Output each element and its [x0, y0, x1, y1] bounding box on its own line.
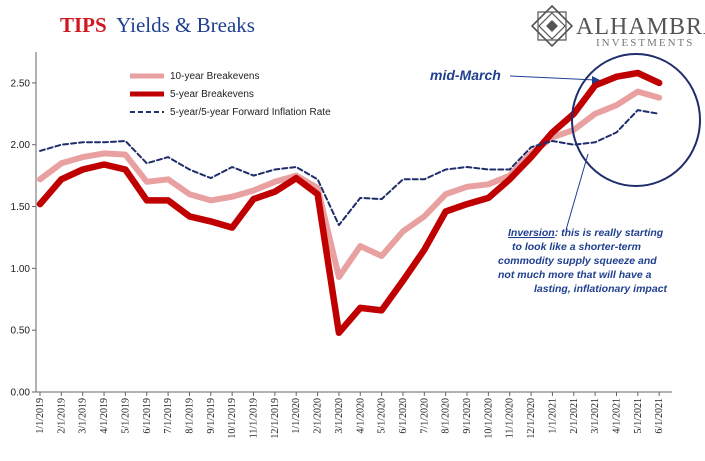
chart-title: TIPS Yields & Breaks — [60, 13, 255, 37]
x-tick-label: 2/1/2020 — [313, 398, 324, 434]
legend-label-5y5y: 5-year/5-year Forward Inflation Rate — [170, 107, 331, 118]
y-tick-label: 2.50 — [11, 78, 31, 89]
x-tick-label: 12/1/2020 — [526, 398, 537, 439]
x-tick-label: 2/1/2019 — [56, 398, 67, 434]
legend: 10-year Breakevens 5-year Breakevens 5-y… — [130, 71, 331, 118]
x-axis-ticks: 1/1/2019 2/1/2019 3/1/2019 4/1/2019 5/1/2019… — [35, 392, 665, 439]
mid-march-arrow — [509, 75, 597, 81]
y-tick-label: 0.50 — [11, 326, 31, 337]
inversion-line-4: lasting, inflationary impact — [534, 283, 668, 295]
mid-march-annotation: mid-March — [430, 67, 501, 83]
y-tick-label: 1.00 — [11, 264, 31, 275]
y-tick-label: 2.00 — [11, 140, 31, 151]
x-tick-label: 9/1/2019 — [206, 398, 217, 434]
y-axis-ticks: 0.00 0.50 1.00 1.50 2.00 2.50 — [11, 78, 36, 399]
x-tick-label: 6/1/2021 — [654, 398, 665, 434]
logo-main-text: ALHAMBRA — [576, 14, 705, 40]
x-tick-label: 5/1/2019 — [120, 398, 131, 434]
x-tick-label: 1/1/2020 — [291, 398, 302, 434]
inversion-line-2: commodity supply squeeze and — [498, 255, 657, 267]
x-tick-label: 3/1/2021 — [590, 398, 601, 434]
x-tick-label: 4/1/2020 — [355, 398, 366, 434]
x-tick-label: 5/1/2020 — [377, 398, 388, 434]
y-tick-label: 0.00 — [11, 388, 31, 399]
logo-emblem-icon — [530, 4, 574, 48]
inversion-line-1: to look like a shorter-term — [512, 241, 641, 253]
x-tick-label: 2/1/2021 — [569, 398, 580, 434]
x-tick-label: 7/1/2020 — [419, 398, 430, 434]
x-tick-label: 8/1/2019 — [184, 398, 195, 434]
x-tick-label: 1/1/2019 — [35, 398, 46, 434]
highlight-ellipse — [571, 53, 701, 187]
series-layer — [36, 69, 663, 336]
inversion-line-3: not much more that will have a — [498, 269, 652, 281]
arrowhead-icon — [592, 76, 600, 84]
x-tick-label: 4/1/2021 — [611, 398, 622, 434]
x-tick-label: 8/1/2020 — [441, 398, 452, 434]
x-tick-label: 5/1/2021 — [633, 398, 644, 434]
series-line-5y-breakevens — [36, 69, 663, 336]
x-tick-label: 11/1/2019 — [249, 398, 260, 438]
x-tick-label: 10/1/2020 — [483, 398, 494, 439]
x-tick-label: 12/1/2019 — [270, 398, 281, 439]
inversion-annotation: Inversion: this is really starting to lo… — [498, 227, 668, 295]
series-line-10y-breakevens — [37, 88, 663, 280]
x-tick-label: 3/1/2020 — [334, 398, 345, 434]
inversion-label: Inversion — [508, 227, 555, 239]
x-tick-label: 9/1/2020 — [462, 398, 473, 434]
x-tick-label: 3/1/2019 — [78, 398, 89, 434]
legend-label-10y: 10-year Breakevens — [170, 71, 260, 82]
ellipse-connector — [565, 153, 589, 231]
y-tick-label: 1.50 — [11, 202, 31, 213]
x-tick-label: 6/1/2020 — [398, 398, 409, 434]
inversion-line-0: Inversion: this is really starting — [508, 227, 664, 239]
x-tick-label: 11/1/2020 — [505, 398, 516, 438]
logo-sub-text: INVESTMENTS — [596, 37, 694, 49]
alhambra-logo: ALHAMBRA INVESTMENTS — [530, 4, 705, 49]
inversion-text-0: : this is really starting — [555, 227, 664, 239]
x-tick-label: 6/1/2019 — [142, 398, 153, 434]
x-tick-label: 10/1/2019 — [227, 398, 238, 439]
title-rest: Yields & Breaks — [116, 13, 255, 37]
series-line-5y5y-forward — [39, 109, 661, 227]
x-tick-label: 7/1/2019 — [163, 398, 174, 434]
x-tick-label: 4/1/2019 — [99, 398, 110, 434]
x-tick-label: 1/1/2021 — [547, 398, 558, 434]
title-tips: TIPS — [60, 13, 107, 37]
legend-label-5y: 5-year Breakevens — [170, 89, 254, 100]
